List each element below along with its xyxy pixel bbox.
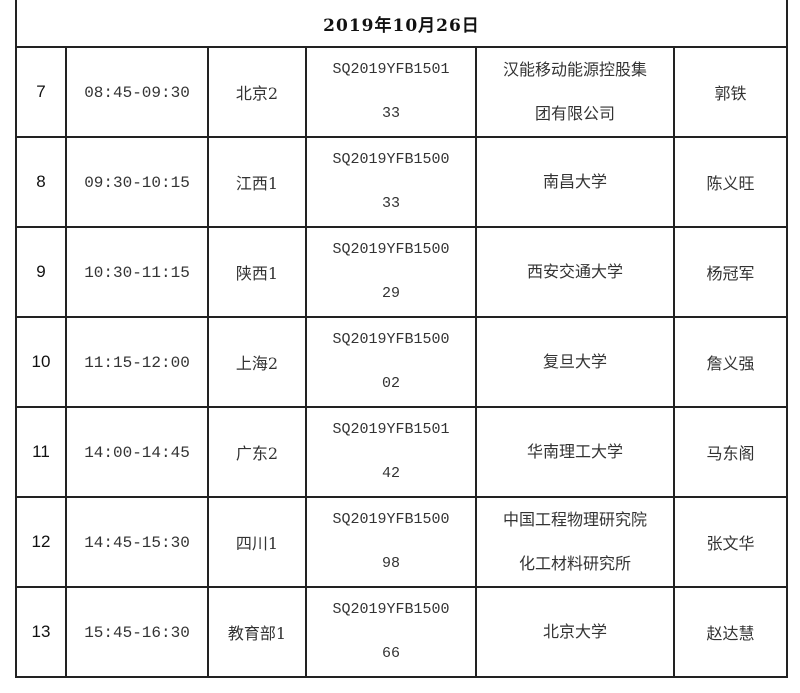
row-number-cell: 13 — [15, 586, 67, 678]
time-slot: 10:30-11:15 — [84, 264, 190, 282]
time-slot: 14:00-14:45 — [84, 444, 190, 462]
contact-person: 郭铁 — [714, 84, 747, 103]
row-number-cell: 8 — [15, 136, 67, 228]
contact-person: 张文华 — [706, 534, 755, 553]
row-number: 13 — [31, 622, 51, 641]
time-slot-cell: 15:45-16:30 — [65, 586, 209, 678]
region-cell: 江西1 — [207, 136, 307, 228]
contact-person: 马东阁 — [706, 444, 755, 463]
contact-person-cell: 张文华 — [673, 496, 788, 588]
organization: 南昌大学 — [542, 172, 607, 191]
project-code-cell: SQ2019YFB150002 — [305, 316, 477, 408]
region: 北京2 — [235, 84, 279, 103]
organization-cell: 西安交通大学 — [475, 226, 675, 318]
row-number: 8 — [36, 172, 46, 191]
contact-person-cell: 陈义旺 — [673, 136, 788, 228]
organization-cell: 汉能移动能源控股集团有限公司 — [475, 46, 675, 138]
project-code: SQ2019YFB150066 — [332, 601, 450, 662]
time-slot-cell: 14:45-15:30 — [65, 496, 209, 588]
project-code: SQ2019YFB150033 — [332, 151, 450, 212]
region-cell: 北京2 — [207, 46, 307, 138]
table-row: 11 14:00-14:45 广东2 SQ2019YFB150142 华南理工大学 马东阁 — [15, 406, 788, 498]
region: 江西1 — [235, 174, 279, 193]
contact-person: 陈义旺 — [706, 174, 755, 193]
organization-cell: 华南理工大学 — [475, 406, 675, 498]
organization: 华南理工大学 — [526, 442, 623, 461]
project-code-cell: SQ2019YFB150098 — [305, 496, 477, 588]
time-slot-cell: 11:15-12:00 — [65, 316, 209, 408]
region-cell: 陕西1 — [207, 226, 307, 318]
region: 广东2 — [235, 444, 279, 463]
project-code: SQ2019YFB150133 — [332, 61, 450, 122]
table-row: 10 11:15-12:00 上海2 SQ2019YFB150002 复旦大学 詹义强 — [15, 316, 788, 408]
organization-cell: 复旦大学 — [475, 316, 675, 408]
table-row: 12 14:45-15:30 四川1 SQ2019YFB150098 中国工程物理研究院… — [15, 496, 788, 588]
region-cell: 四川1 — [207, 496, 307, 588]
region-cell: 教育部1 — [207, 586, 307, 678]
row-number-cell: 7 — [15, 46, 67, 138]
table-row: 9 10:30-11:15 陕西1 SQ2019YFB150029 西安交通大学 杨冠军 — [15, 226, 788, 318]
time-slot: 09:30-10:15 — [84, 174, 190, 192]
organization: 西安交通大学 — [526, 262, 623, 281]
table-row: 8 09:30-10:15 江西1 SQ2019YFB150033 南昌大学 陈义旺 — [15, 136, 788, 228]
contact-person-cell: 郭铁 — [673, 46, 788, 138]
project-code-cell: SQ2019YFB150066 — [305, 586, 477, 678]
contact-person-cell: 詹义强 — [673, 316, 788, 408]
project-code-cell: SQ2019YFB150133 — [305, 46, 477, 138]
table-row: 13 15:45-16:30 教育部1 SQ2019YFB150066 北京大学 赵达慧 — [15, 586, 788, 678]
project-code: SQ2019YFB150098 — [332, 511, 450, 572]
time-slot-cell: 08:45-09:30 — [65, 46, 209, 138]
time-slot-cell: 10:30-11:15 — [65, 226, 209, 318]
organization: 北京大学 — [542, 622, 607, 641]
region: 上海2 — [235, 354, 279, 373]
row-number-cell: 10 — [15, 316, 67, 408]
organization-cell: 中国工程物理研究院化工材料研究所 — [475, 496, 675, 588]
project-code-cell: SQ2019YFB150142 — [305, 406, 477, 498]
region-cell: 上海2 — [207, 316, 307, 408]
schedule-table: 2019年10月26日 7 08:45-09:30 北京2 SQ2019YFB1501… — [15, 0, 788, 678]
organization-cell: 南昌大学 — [475, 136, 675, 228]
row-number-cell: 9 — [15, 226, 67, 318]
project-code-cell: SQ2019YFB150029 — [305, 226, 477, 318]
row-number: 10 — [31, 352, 51, 371]
row-number: 11 — [32, 442, 50, 461]
table-row: 7 08:45-09:30 北京2 SQ2019YFB150133 汉能移动能源控股集团… — [15, 46, 788, 138]
row-number-cell: 12 — [15, 496, 67, 588]
time-slot: 08:45-09:30 — [84, 84, 190, 102]
contact-person-cell: 杨冠军 — [673, 226, 788, 318]
date-header: 2019年10月26日 — [15, 0, 788, 48]
contact-person: 杨冠军 — [706, 264, 755, 283]
time-slot: 15:45-16:30 — [84, 624, 190, 642]
project-code-cell: SQ2019YFB150033 — [305, 136, 477, 228]
contact-person-cell: 赵达慧 — [673, 586, 788, 678]
row-number-cell: 11 — [15, 406, 67, 498]
contact-person: 詹义强 — [706, 354, 755, 373]
project-code: SQ2019YFB150002 — [332, 331, 450, 392]
organization-cell: 北京大学 — [475, 586, 675, 678]
contact-person: 赵达慧 — [706, 624, 755, 643]
region-cell: 广东2 — [207, 406, 307, 498]
organization: 中国工程物理研究院化工材料研究所 — [502, 510, 647, 573]
row-number: 12 — [31, 532, 51, 551]
time-slot: 11:15-12:00 — [84, 354, 190, 372]
organization: 汉能移动能源控股集团有限公司 — [502, 60, 647, 123]
region: 教育部1 — [227, 624, 287, 643]
time-slot: 14:45-15:30 — [84, 534, 190, 552]
date-header-row: 2019年10月26日 — [15, 0, 788, 48]
region: 陕西1 — [235, 264, 279, 283]
region: 四川1 — [235, 534, 279, 553]
time-slot-cell: 14:00-14:45 — [65, 406, 209, 498]
contact-person-cell: 马东阁 — [673, 406, 788, 498]
project-code: SQ2019YFB150142 — [332, 421, 450, 482]
row-number: 9 — [36, 262, 46, 281]
organization: 复旦大学 — [542, 352, 607, 371]
time-slot-cell: 09:30-10:15 — [65, 136, 209, 228]
row-number: 7 — [36, 82, 46, 101]
project-code: SQ2019YFB150029 — [332, 241, 450, 302]
